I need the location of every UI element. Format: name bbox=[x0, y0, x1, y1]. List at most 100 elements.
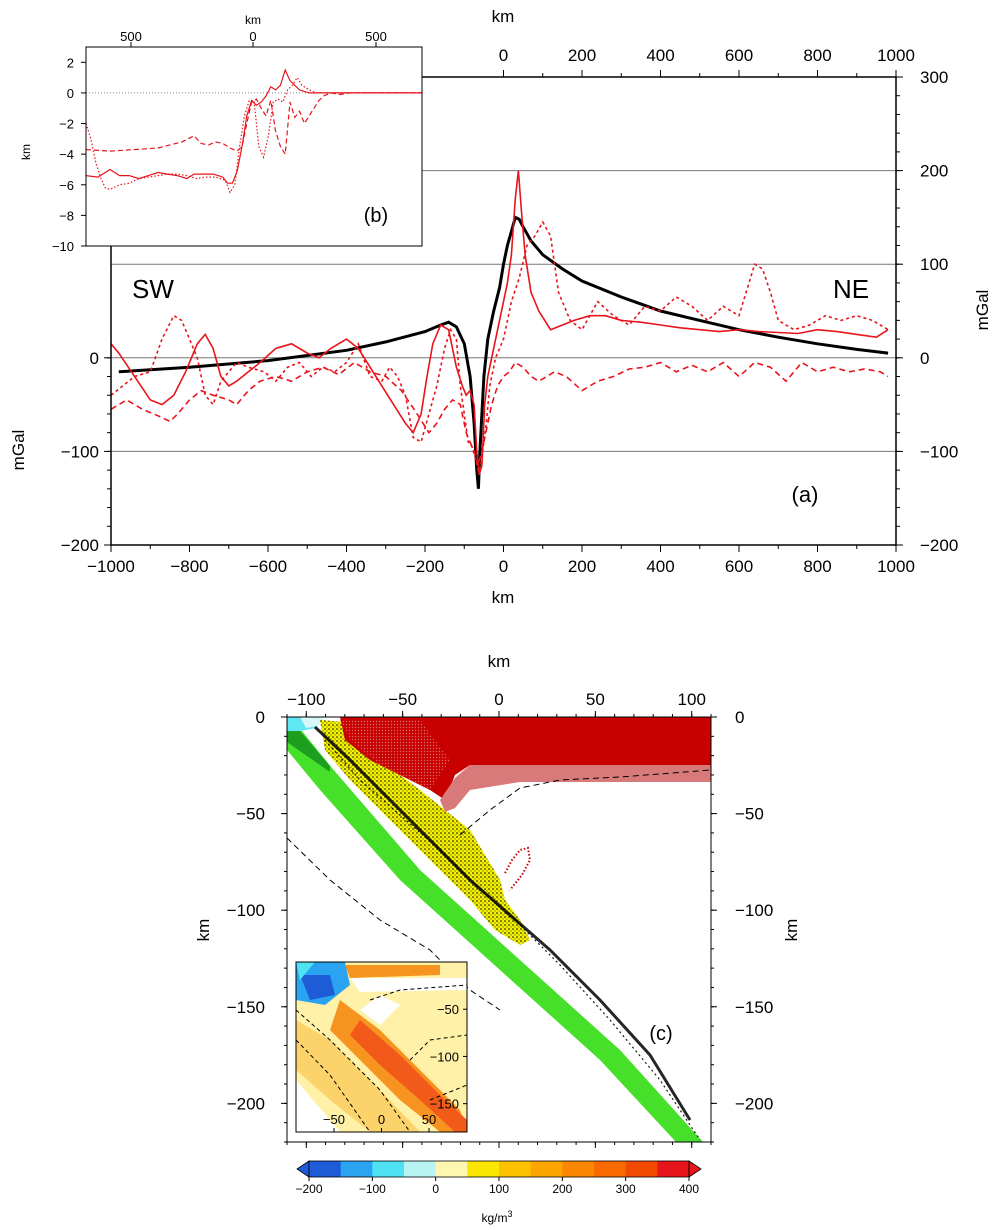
right-y-tick-label: 200 bbox=[920, 162, 948, 181]
c-x-tick-label: 0 bbox=[494, 690, 503, 709]
inset-y-tick-label: 0 bbox=[67, 86, 74, 101]
top-x-tick-label: 200 bbox=[568, 46, 596, 65]
c-right-y-tick-label: −200 bbox=[735, 1094, 773, 1113]
dashed-isoline-lower bbox=[287, 837, 501, 1011]
c-y-tick-label: 0 bbox=[256, 708, 265, 727]
x-tick-label: −400 bbox=[327, 557, 365, 576]
series-group bbox=[111, 170, 889, 489]
inset-frame bbox=[85, 46, 423, 247]
c-x-tick-label: −100 bbox=[287, 690, 325, 709]
y-tick-label: −200 bbox=[61, 536, 99, 555]
c-y-axis-title-right: km bbox=[782, 919, 801, 942]
inset-y-tick-label: 2 bbox=[67, 55, 74, 70]
colorbar-tick-label: −200 bbox=[295, 1182, 322, 1196]
right-y-tick-label: 0 bbox=[920, 349, 929, 368]
inset-axis-ticks: 2 0 −2 −4 −6 −8 −10 500 0 500 bbox=[52, 29, 387, 254]
right-y-tick-label: 300 bbox=[920, 68, 948, 87]
series-line-0 bbox=[118, 215, 889, 489]
c-x-tick-label: −50 bbox=[388, 690, 417, 709]
top-x-tick-label: 0 bbox=[499, 46, 508, 65]
black-streaks bbox=[313, 725, 692, 1121]
c-axis-ticks: −100 −50 0 50 100 0 0 −50 −50 −100 −100 −150 −150 −20… bbox=[227, 690, 773, 1148]
colorbar-segment bbox=[594, 1161, 627, 1177]
slab-green bbox=[287, 731, 703, 1142]
panel-a: km −1000 −800 −600 −400 −200 0 200 400 600 800 100… bbox=[9, 7, 992, 607]
x-tick-label: −1000 bbox=[87, 557, 135, 576]
x-tick-label: 0 bbox=[499, 557, 508, 576]
colorbar-arrow-right bbox=[688, 1160, 702, 1178]
sw-annotation: SW bbox=[132, 274, 174, 304]
inset-series-line-0 bbox=[86, 68, 422, 184]
top-x-axis-title: km bbox=[492, 7, 515, 26]
c-right-y-tick-label: −50 bbox=[735, 805, 764, 824]
c-y-tick-label: −50 bbox=[236, 805, 265, 824]
panel-b-inset: 2 0 −2 −4 −6 −8 −10 500 0 500 km km (b) bbox=[19, 13, 423, 254]
inset-y-axis-title: km bbox=[19, 144, 33, 160]
top-x-tick-label: 400 bbox=[646, 46, 674, 65]
c-y-tick-label: −100 bbox=[227, 901, 265, 920]
top-x-tick-label: 600 bbox=[725, 46, 753, 65]
y-tick-label: 0 bbox=[90, 349, 99, 368]
colorbar-segment bbox=[435, 1161, 468, 1177]
x-tick-label: 1000 bbox=[877, 557, 915, 576]
inset-x-tick-label: 500 bbox=[120, 29, 142, 44]
model-cross-section bbox=[287, 717, 711, 1142]
x-tick-label: 600 bbox=[725, 557, 753, 576]
c-x-tick-label: 50 bbox=[586, 690, 605, 709]
colorbar-segment bbox=[309, 1161, 342, 1177]
x-tick-label: 200 bbox=[568, 557, 596, 576]
inset-y-tick-label: −6 bbox=[59, 178, 74, 193]
series-line-3 bbox=[111, 220, 889, 475]
panel-label-a: (a) bbox=[792, 482, 819, 507]
colorbar-segment bbox=[530, 1161, 563, 1177]
colorbar-segment bbox=[625, 1161, 658, 1177]
colorbar-tick-label: 100 bbox=[489, 1182, 509, 1196]
inset-x-tick-label: 0 bbox=[249, 29, 256, 44]
colorbar-unit: kg/m3 bbox=[481, 1209, 512, 1225]
yellow-wedge bbox=[320, 720, 530, 945]
colorbar-tick-label: 0 bbox=[432, 1182, 439, 1196]
panel-c: km km km −100 −50 0 50 1000 0− bbox=[194, 652, 801, 1148]
c-top-x-axis-title: km bbox=[488, 652, 511, 671]
inset-y-tick-label: −8 bbox=[59, 208, 74, 223]
colorbar-segment bbox=[562, 1161, 595, 1177]
top-x-tick-label: 1000 bbox=[877, 46, 915, 65]
colorbar-tick-label: −100 bbox=[359, 1182, 386, 1196]
c-inset-y-tick-label: −50 bbox=[437, 1002, 459, 1017]
c-x-tick-label: 100 bbox=[678, 690, 706, 709]
c-inset-x-tick-label: −50 bbox=[323, 1112, 345, 1127]
inset-x-axis-title: km bbox=[245, 13, 261, 27]
y-axis-title-left: mGal bbox=[9, 430, 28, 471]
c-y-tick-label: −150 bbox=[227, 998, 265, 1017]
colorbar: −200 −100 0 100 200 300 400 bbox=[295, 1160, 702, 1196]
x-tick-label: 800 bbox=[803, 557, 831, 576]
inset-y-tick-label: −2 bbox=[59, 117, 74, 132]
c-y-tick-label: −200 bbox=[227, 1094, 265, 1113]
c-inset-y-tick-label: −150 bbox=[430, 1097, 459, 1112]
colorbar-segment bbox=[657, 1161, 690, 1177]
x-tick-label: 400 bbox=[646, 557, 674, 576]
x-tick-label: −800 bbox=[170, 557, 208, 576]
y-tick-label: −100 bbox=[61, 442, 99, 461]
y-axis-title-right: mGal bbox=[973, 290, 992, 331]
colorbar-tick-label: 300 bbox=[616, 1182, 636, 1196]
colorbar-segment bbox=[499, 1161, 532, 1177]
series-line-1 bbox=[111, 170, 889, 476]
white-patch bbox=[300, 717, 325, 728]
colorbar-segment bbox=[467, 1161, 500, 1177]
c-y-axis-title-left: km bbox=[194, 919, 213, 942]
inset-series-line-2 bbox=[86, 76, 422, 194]
c-inset-x-tick-label: 50 bbox=[422, 1112, 436, 1127]
colorbar-segment bbox=[372, 1161, 405, 1177]
inset-y-tick-label: −10 bbox=[52, 239, 74, 254]
upper-plate-mix bbox=[440, 765, 711, 812]
colorbar-segment bbox=[404, 1161, 437, 1177]
inset-x-tick-label: 500 bbox=[365, 29, 387, 44]
x-tick-label: −600 bbox=[249, 557, 287, 576]
series-line-2 bbox=[111, 361, 889, 469]
colorbar-tick-label: 200 bbox=[552, 1182, 572, 1196]
c-inset-x-tick-label: 0 bbox=[378, 1112, 385, 1127]
c-right-y-tick-label: −100 bbox=[735, 901, 773, 920]
